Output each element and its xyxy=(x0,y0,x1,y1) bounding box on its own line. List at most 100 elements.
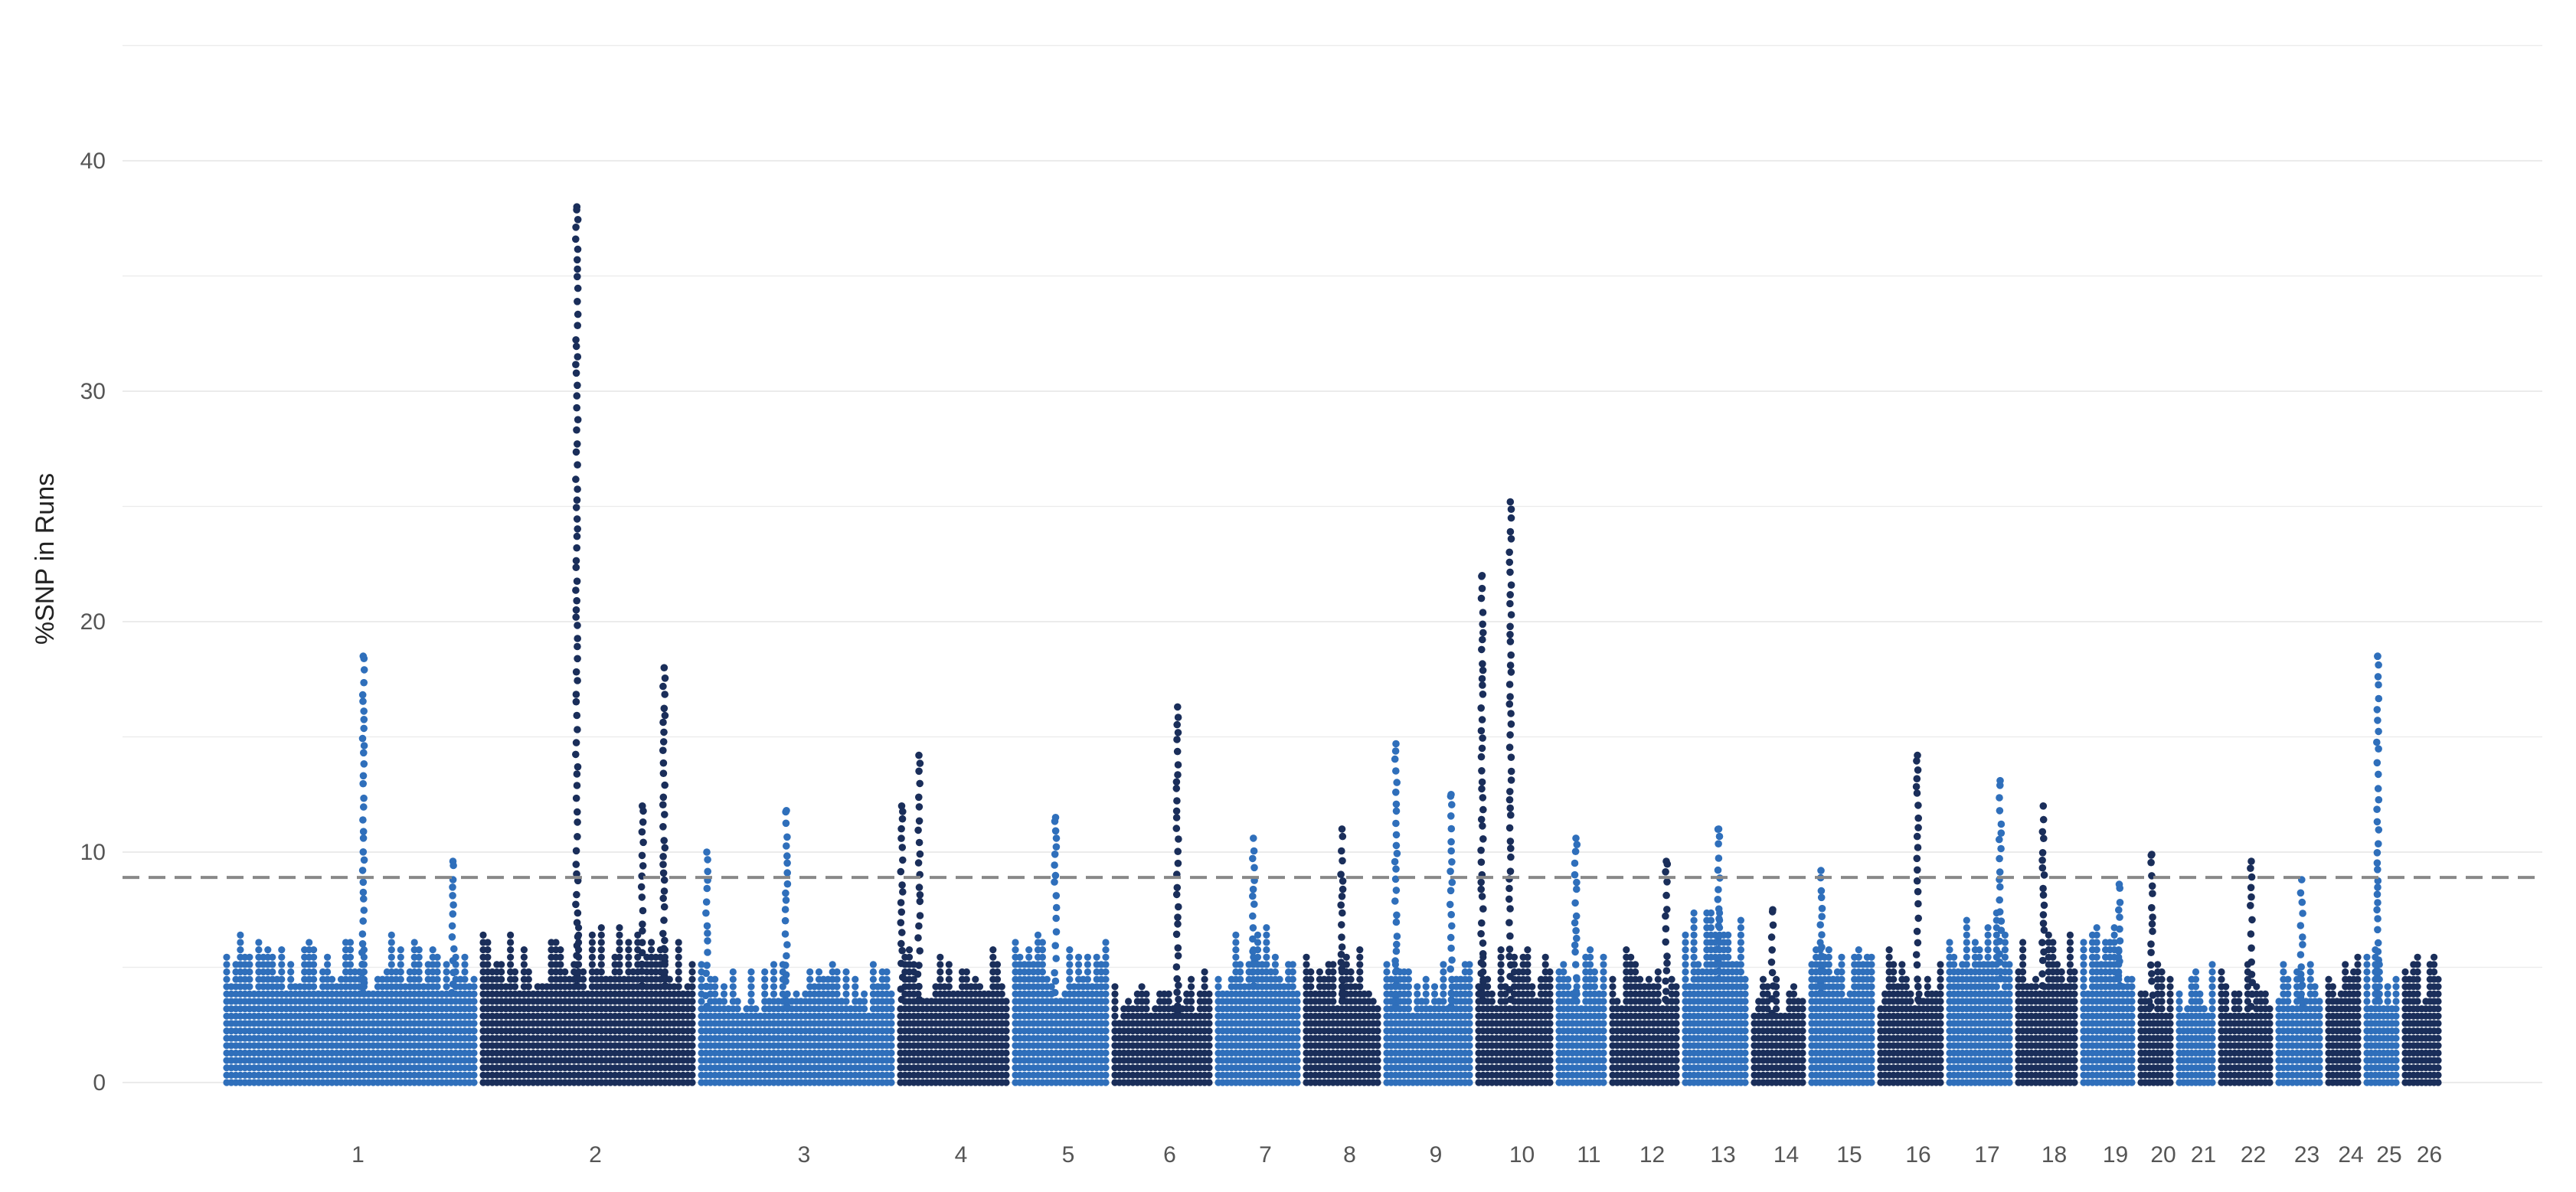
snp-point xyxy=(572,557,580,565)
snp-point xyxy=(916,891,924,899)
snp-point xyxy=(573,544,580,552)
snp-point xyxy=(1479,794,1487,802)
snp-point xyxy=(278,953,286,961)
snp-point xyxy=(1188,1005,1195,1013)
snp-point xyxy=(574,909,582,917)
snp-point xyxy=(360,803,368,811)
snp-point xyxy=(520,946,528,954)
snp-point xyxy=(1506,638,1515,645)
snp-point xyxy=(484,953,492,961)
snp-point xyxy=(989,946,997,954)
snp-point xyxy=(310,968,318,976)
snp-point xyxy=(269,953,276,961)
snp-point xyxy=(1447,944,1455,952)
snp-point xyxy=(1356,975,1364,983)
snp-point xyxy=(1546,1012,1554,1020)
snp-point xyxy=(1374,1027,1381,1035)
snp-point xyxy=(572,900,580,909)
snp-point xyxy=(711,990,719,998)
snp-point xyxy=(1338,943,1346,951)
snp-point xyxy=(1466,1012,1473,1020)
snp-point xyxy=(310,975,318,983)
snp-point xyxy=(573,870,580,878)
snp-point xyxy=(520,961,528,968)
snp-point xyxy=(1404,1005,1412,1013)
snp-point xyxy=(905,946,914,954)
snp-point xyxy=(1422,983,1430,991)
snp-peak-point xyxy=(1338,825,1346,833)
snp-point xyxy=(1205,1042,1213,1050)
snp-point xyxy=(1337,870,1345,878)
snp-point xyxy=(1173,747,1182,756)
snp-point xyxy=(484,961,492,968)
snp-point xyxy=(833,968,841,976)
snp-point xyxy=(711,983,719,991)
snp-point xyxy=(470,983,478,991)
snp-point xyxy=(898,929,906,936)
snp-point xyxy=(470,1071,478,1079)
snp-point xyxy=(1466,968,1473,976)
snp-point xyxy=(1507,753,1515,761)
snp-point xyxy=(1205,1005,1213,1013)
snp-point xyxy=(1329,968,1337,976)
snp-point xyxy=(899,808,907,815)
snp-point xyxy=(869,968,877,976)
snp-point xyxy=(1174,714,1182,721)
snp-point xyxy=(1012,939,1019,946)
snp-point xyxy=(1392,789,1400,796)
snp-point xyxy=(1102,1049,1110,1057)
snp-point xyxy=(779,983,786,991)
snp-peak-point xyxy=(1478,572,1486,580)
snp-point xyxy=(972,975,979,983)
snp-point xyxy=(688,1056,696,1064)
snp-peak-point xyxy=(359,652,368,660)
snp-point xyxy=(675,953,682,961)
snp-point xyxy=(507,953,515,961)
snp-point xyxy=(1329,990,1337,998)
snp-point xyxy=(470,998,478,1005)
snp-point xyxy=(573,981,580,990)
snp-point xyxy=(597,946,605,954)
snp-point xyxy=(638,893,646,901)
snp-point xyxy=(574,677,581,684)
snp-point xyxy=(729,975,737,983)
snp-point xyxy=(1316,968,1323,976)
snp-point xyxy=(675,946,682,954)
snp-point xyxy=(1271,961,1279,968)
snp-point xyxy=(1174,952,1182,960)
snp-point xyxy=(574,265,581,273)
snp-point xyxy=(783,952,790,960)
snp-point xyxy=(1052,914,1060,923)
snp-point xyxy=(897,867,905,876)
snp-point xyxy=(397,975,404,983)
snp-point xyxy=(897,899,905,906)
snp-point xyxy=(945,975,953,983)
snp-point xyxy=(688,1012,696,1020)
snp-point xyxy=(1524,953,1532,961)
snp-point xyxy=(359,697,367,705)
snp-point xyxy=(572,861,580,868)
snp-point xyxy=(1293,990,1301,998)
snp-point xyxy=(914,859,923,867)
snp-point xyxy=(1393,940,1401,949)
snp-point xyxy=(255,946,263,954)
snp-point xyxy=(237,946,244,954)
snp-point xyxy=(898,973,907,981)
snp-point xyxy=(1303,953,1310,961)
snp-point xyxy=(659,823,667,831)
snp-point xyxy=(1466,1042,1473,1050)
snp-point xyxy=(639,838,647,847)
snp-point xyxy=(661,981,669,990)
snp-point xyxy=(688,968,696,976)
snp-point xyxy=(1479,660,1486,668)
snp-point xyxy=(898,946,906,955)
snp-point xyxy=(359,834,368,842)
snp-point xyxy=(897,959,905,968)
snp-point xyxy=(1263,961,1270,968)
snp-point xyxy=(698,998,705,1005)
snp-point xyxy=(702,969,710,978)
snp-point xyxy=(1052,903,1061,912)
snp-point xyxy=(770,990,778,998)
snp-point xyxy=(1505,952,1513,961)
